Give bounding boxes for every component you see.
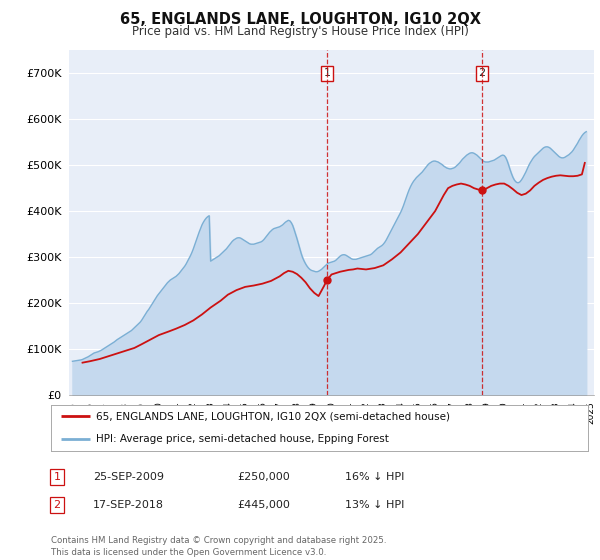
Text: 1: 1 xyxy=(53,472,61,482)
Text: 25-SEP-2009: 25-SEP-2009 xyxy=(93,472,164,482)
Text: 1: 1 xyxy=(323,68,331,78)
Text: 2: 2 xyxy=(53,500,61,510)
Text: £250,000: £250,000 xyxy=(237,472,290,482)
Text: 65, ENGLANDS LANE, LOUGHTON, IG10 2QX: 65, ENGLANDS LANE, LOUGHTON, IG10 2QX xyxy=(119,12,481,27)
Text: 2: 2 xyxy=(478,68,485,78)
Text: HPI: Average price, semi-detached house, Epping Forest: HPI: Average price, semi-detached house,… xyxy=(95,435,388,444)
Text: 16% ↓ HPI: 16% ↓ HPI xyxy=(345,472,404,482)
Text: 17-SEP-2018: 17-SEP-2018 xyxy=(93,500,164,510)
Text: Contains HM Land Registry data © Crown copyright and database right 2025.
This d: Contains HM Land Registry data © Crown c… xyxy=(51,536,386,557)
Text: 13% ↓ HPI: 13% ↓ HPI xyxy=(345,500,404,510)
Text: £445,000: £445,000 xyxy=(237,500,290,510)
Text: Price paid vs. HM Land Registry's House Price Index (HPI): Price paid vs. HM Land Registry's House … xyxy=(131,25,469,38)
Text: 65, ENGLANDS LANE, LOUGHTON, IG10 2QX (semi-detached house): 65, ENGLANDS LANE, LOUGHTON, IG10 2QX (s… xyxy=(95,412,449,421)
